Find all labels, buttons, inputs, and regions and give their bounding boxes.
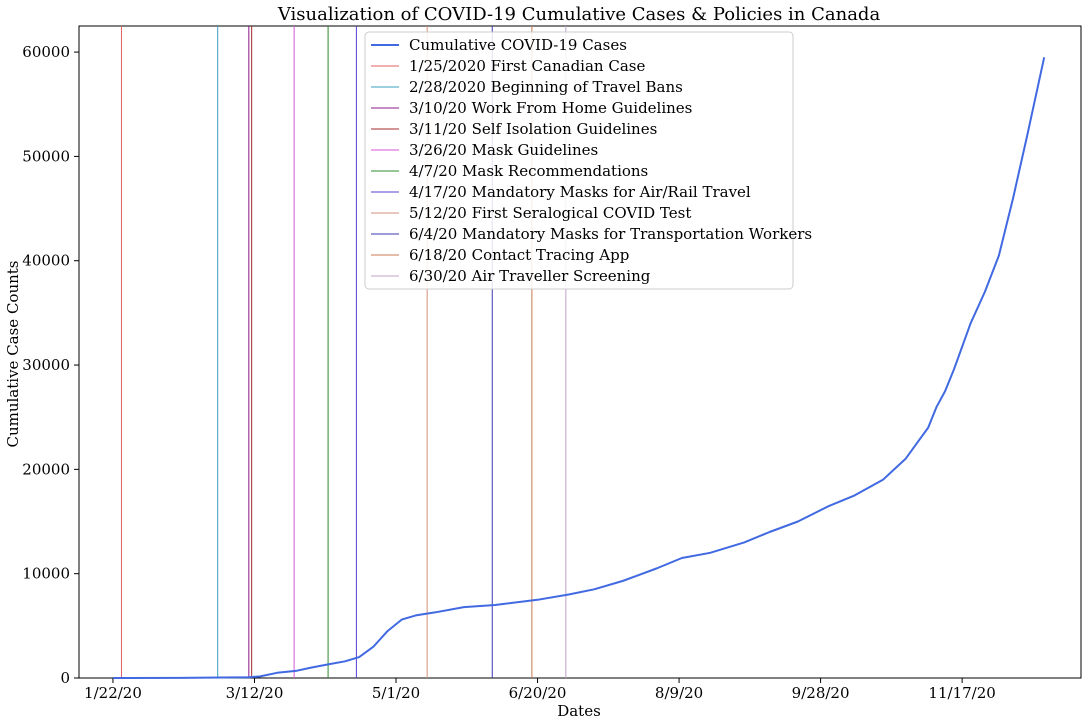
series-line	[112, 57, 1046, 679]
y-tick-label: 10000	[22, 565, 70, 583]
y-tick-label: 20000	[22, 460, 70, 478]
legend-label: 2/28/2020 Beginning of Travel Bans	[409, 78, 683, 96]
chart-title: Visualization of COVID-19 Cumulative Cas…	[277, 4, 881, 25]
legend-label: 6/30/20 Air Traveller Screening	[409, 267, 651, 285]
legend-label: 6/4/20 Mandatory Masks for Transportatio…	[409, 225, 812, 243]
y-tick-label: 30000	[22, 356, 70, 374]
x-tick-label: 3/12/20	[226, 684, 284, 702]
y-tick-label: 40000	[22, 252, 70, 270]
legend-label: 6/18/20 Contact Tracing App	[409, 246, 629, 264]
x-tick-label: 6/20/20	[509, 684, 567, 702]
legend-label: 3/26/20 Mask Guidelines	[409, 141, 598, 159]
plot-frame	[78, 25, 1082, 679]
x-tick-label: 1/22/20	[84, 684, 142, 702]
legend-label: 5/12/20 First Seralogical COVID Test	[409, 204, 691, 222]
legend-label: Cumulative COVID-19 Cases	[409, 36, 627, 54]
legend-label: 1/25/2020 First Canadian Case	[409, 57, 645, 75]
y-tick-label: 60000	[22, 43, 70, 61]
x-tick-label: 11/17/20	[928, 684, 995, 702]
y-tick-label: 50000	[22, 147, 70, 165]
legend-label: 4/7/20 Mask Recommendations	[409, 162, 648, 180]
plot-area: 0 10000 20000 30000 40000 50000 60000 1/22/20 3/…	[22, 25, 1082, 702]
legend-label: 3/10/20 Work From Home Guidelines	[409, 99, 692, 117]
x-tick-label: 9/28/20	[792, 684, 850, 702]
x-tick-label: 8/9/20	[655, 684, 703, 702]
legend: Cumulative COVID-19 Cases 1/25/2020 First…	[364, 31, 812, 290]
x-axis-label: Dates	[557, 702, 601, 720]
legend-box	[364, 31, 794, 290]
y-tick-label: 0	[60, 669, 70, 687]
x-tick-label: 5/1/20	[372, 684, 420, 702]
legend-label: 4/17/20 Mandatory Masks for Air/Rail Tra…	[409, 183, 751, 201]
legend-label: 3/11/20 Self Isolation Guidelines	[409, 120, 657, 138]
y-axis-label: Cumulative Case Counts	[4, 260, 22, 447]
